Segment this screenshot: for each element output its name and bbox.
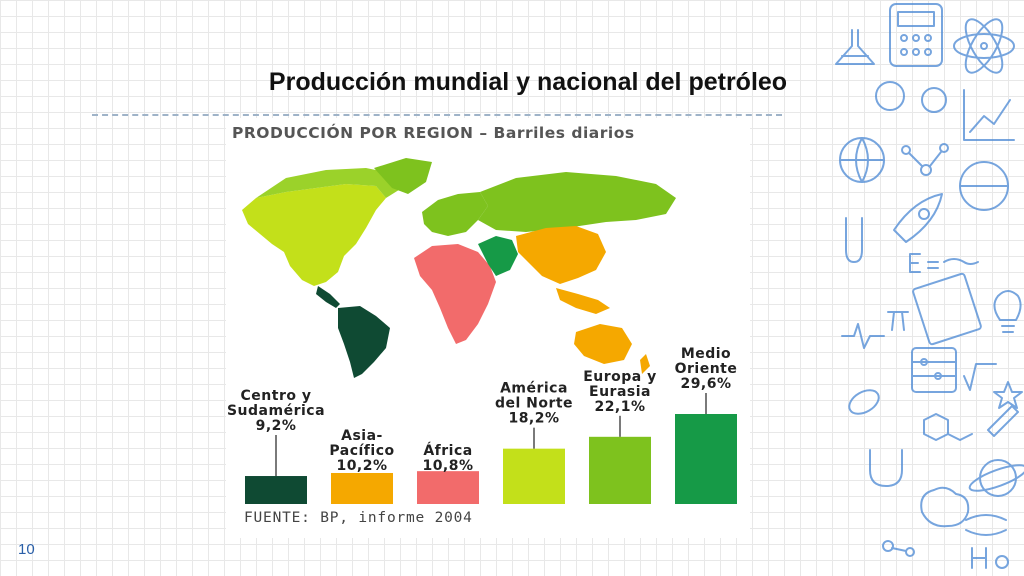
map-canada [256,168,402,198]
map-new-zealand [640,354,650,374]
pill-icon [848,389,880,415]
category-label-0: Sudamérica [227,403,325,419]
value-label-2: 10,8% [422,458,473,474]
planet-icon [968,459,1024,497]
globe-icon [839,137,885,183]
figure-header: PRODUCCIÓN POR REGION – Barriles diarios [232,124,635,142]
map-greenland [374,158,432,194]
map-asia [516,226,606,284]
category-label-2: África [423,442,472,459]
calculator-icon [889,3,943,67]
abacus-icon [911,347,957,393]
category-label-3: del Norte [495,396,573,412]
molecule-icon [923,413,973,441]
bar-4 [589,436,651,504]
book-icon [912,272,982,346]
value-label-4: 22,1% [594,399,645,415]
category-label-3: América [500,381,568,397]
map-australia [574,324,632,364]
bar-2 [417,471,479,504]
category-label-1: Pacífico [329,443,394,459]
category-label-1: Asia- [341,428,383,444]
h2o-icon [971,547,1009,569]
map-africa [414,244,496,344]
bar-1 [331,472,393,504]
value-label-1: 10,2% [336,458,387,474]
graph-icon [963,89,1015,141]
magnet-icon [869,449,903,487]
value-label-5: 29,6% [680,376,731,392]
value-label-3: 18,2% [508,411,559,427]
bacteria-icon [875,81,947,113]
slide-title: Producción mundial y nacional del petról… [268,68,788,96]
bar-5 [675,414,737,504]
bar-0 [245,476,307,504]
page-number: 10 [18,541,35,558]
brain-icon [920,486,970,528]
globe-icon [959,161,1009,211]
category-label-0: Centro y [241,388,312,404]
category-label-5: Medio [681,346,731,362]
lightbulb-icon [993,290,1022,333]
molecule-icon [882,540,915,557]
map-central-america [316,286,340,308]
sqrt2-icon [963,363,997,391]
star-icon [993,381,1023,409]
formula-e-mc2-icon [909,253,979,273]
map-southeast-asia [556,288,610,314]
atom-icon [953,18,1015,74]
bar-3 [503,448,565,504]
flask-icon [845,217,863,263]
pi-icon [887,311,909,331]
world-map [242,158,676,378]
source-note: FUENTE: BP, informe 2004 [244,510,473,526]
map-north-america [242,184,386,286]
pen-icon [987,405,1019,437]
title-divider [92,114,782,116]
map-south-america [338,306,390,378]
value-label-0: 9,2% [256,418,297,434]
science-doodles [835,3,1024,569]
map-middle-east [478,236,518,276]
graph-icon [841,323,885,349]
category-label-5: Oriente [675,361,738,377]
category-label-4: Europa y [583,369,657,385]
map-europe [422,192,488,236]
category-label-4: Eurasia [589,384,651,400]
rocket-icon [893,193,943,243]
molecule-icon [901,143,949,176]
flask-icon [835,29,875,65]
map-eurasia [478,172,676,232]
dna-icon [965,514,1007,536]
oil-production-figure: PRODUCCIÓN POR REGION – Barriles diarios… [226,118,750,538]
